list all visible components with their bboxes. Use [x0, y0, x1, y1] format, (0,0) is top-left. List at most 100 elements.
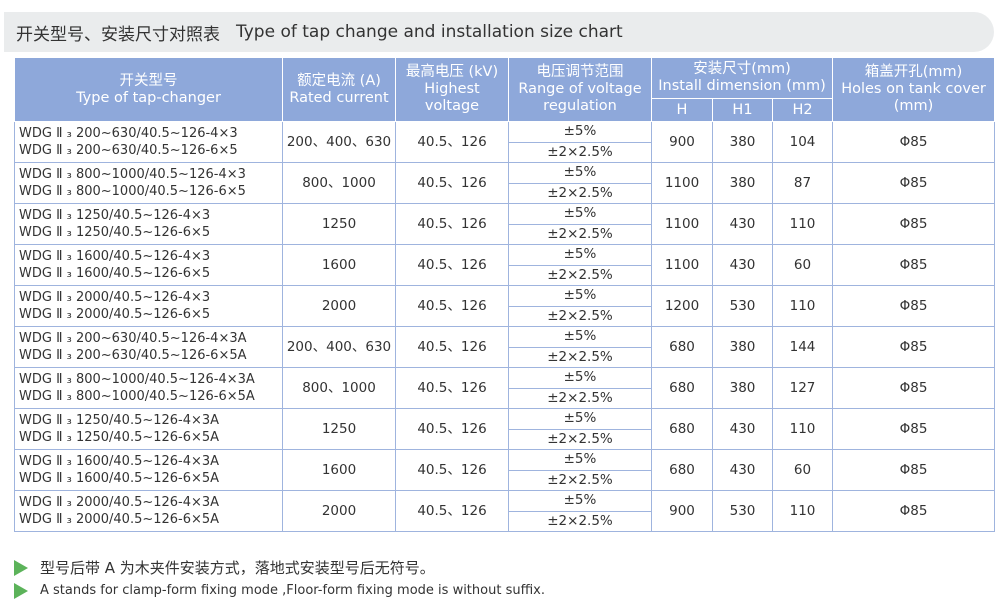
title-bar: 开关型号、安装尺寸对照表 Type of tap change and inst…: [4, 12, 994, 52]
header-line: 开关型号: [119, 72, 178, 89]
type-line: WDG Ⅱ ₃ 2000/40.5~126-4×3: [19, 290, 211, 305]
range-cell: ±5%: [508, 326, 652, 348]
current-cell: 1600: [282, 244, 396, 286]
header-cell: H2: [771, 98, 834, 122]
range-cell: ±2×2.5%: [508, 387, 652, 409]
header-line: Holes on tank cover: [841, 81, 986, 97]
range-cell: ±5%: [508, 408, 652, 430]
header-line: 箱盖开孔(mm): [864, 64, 963, 80]
table-row: WDG Ⅱ ₃ 1600/40.5~126-4×3A WDG Ⅱ ₃ 1600/4…: [14, 449, 996, 491]
header-cell: 电压调节范围 Range of voltage regulation: [508, 57, 652, 122]
dimension-cell: 680: [651, 326, 713, 368]
voltage-cell: 40.5、126: [395, 121, 509, 163]
dimension-cell: 530: [712, 285, 773, 327]
dimension-cell: 530: [712, 490, 773, 532]
type-line: WDG Ⅱ ₃ 800~1000/40.5~126-4×3A: [19, 372, 255, 387]
type-line: WDG Ⅱ ₃ 1600/40.5~126-4×3: [19, 249, 211, 264]
title-zh: 开关型号、安装尺寸对照表: [16, 24, 220, 45]
range-cell: ±2×2.5%: [508, 346, 652, 368]
voltage-cell: 40.5、126: [395, 162, 509, 204]
header-line: 额定电流 (A): [297, 72, 381, 89]
header-cell: 安装尺寸(mm) Install dimension (mm): [650, 57, 834, 99]
range-cell: ±5%: [508, 162, 652, 184]
holes-cell: Φ85: [832, 367, 996, 409]
title-en: Type of tap change and installation size…: [236, 22, 623, 42]
holes-cell: Φ85: [832, 244, 996, 286]
header-row: 开关型号 Type of tap-changer 额定电流 (A) Rated cur…: [14, 57, 996, 122]
range-cell: ±5%: [508, 449, 652, 471]
voltage-cell: 40.5、126: [395, 244, 509, 286]
header-line: regulation: [543, 98, 617, 114]
dimension-cell: 110: [771, 285, 834, 327]
header-cell: H1: [712, 98, 773, 122]
type-cell: WDG Ⅱ ₃ 200~630/40.5~126-4×3A WDG Ⅱ ₃ 200…: [14, 326, 283, 368]
type-line: WDG Ⅱ ₃ 200~630/40.5~126-4×3: [19, 126, 238, 141]
type-line: WDG Ⅱ ₃ 1250/40.5~126-4×3: [19, 208, 211, 223]
type-line: WDG Ⅱ ₃ 2000/40.5~126-6×5: [19, 307, 211, 322]
header-line: Range of voltage: [518, 81, 642, 97]
holes-cell: Φ85: [832, 408, 996, 450]
range-cell: ±2×2.5%: [508, 264, 652, 286]
dimension-cell: 104: [771, 121, 834, 163]
table-row: ±2×2.5%: [15, 510, 995, 532]
type-line: WDG Ⅱ ₃ 2000/40.5~126-6×5A: [19, 512, 220, 527]
bullet-icon: [14, 582, 28, 599]
table-row: ±2×2.5%: [15, 428, 995, 450]
header-line: 安装尺寸(mm): [693, 61, 791, 77]
current-cell: 1250: [282, 408, 396, 450]
header-cell: 最高电压 (kV) Highest voltage: [395, 57, 509, 122]
table-row: WDG Ⅱ ₃ 1250/40.5~126-4×3A WDG Ⅱ ₃ 1250/4…: [14, 408, 996, 450]
table-row: WDG Ⅱ ₃ 1600/40.5~126-4×3 WDG Ⅱ ₃ 1600/40…: [14, 244, 996, 286]
voltage-cell: 40.5、126: [395, 203, 509, 245]
header-line: Rated current: [289, 89, 389, 106]
type-line: WDG Ⅱ ₃ 2000/40.5~126-4×3A: [19, 495, 220, 510]
dimension-cell: 680: [651, 408, 713, 450]
holes-cell: Φ85: [832, 203, 996, 245]
dimension-cell: 1100: [651, 244, 713, 286]
current-cell: 1600: [282, 449, 396, 491]
header-cell: 开关型号 Type of tap-changer: [14, 57, 283, 122]
holes-cell: Φ85: [832, 162, 996, 204]
dimension-cell: 60: [771, 244, 834, 286]
dimension-cell: 110: [771, 408, 834, 450]
type-cell: WDG Ⅱ ₃ 1250/40.5~126-4×3A WDG Ⅱ ₃ 1250/4…: [14, 408, 283, 450]
dimension-cell: 430: [712, 244, 773, 286]
voltage-cell: 40.5、126: [395, 367, 509, 409]
bullet-icon: [14, 559, 28, 576]
dimension-cell: 110: [771, 490, 834, 532]
range-cell: ±5%: [508, 244, 652, 266]
dimension-cell: 1100: [651, 162, 713, 204]
header-cell: 额定电流 (A) Rated current: [282, 57, 396, 122]
dimension-cell: 144: [771, 326, 834, 368]
table-row: WDG Ⅱ ₃ 800~1000/40.5~126-4×3A WDG Ⅱ ₃ 80…: [14, 367, 996, 409]
range-cell: ±5%: [508, 203, 652, 225]
note-text: A stands for clamp-form fixing mode ,Flo…: [40, 583, 545, 598]
voltage-cell: 40.5、126: [395, 408, 509, 450]
holes-cell: Φ85: [832, 326, 996, 368]
range-cell: ±2×2.5%: [508, 428, 652, 450]
note: A stands for clamp-form fixing mode ,Flo…: [14, 579, 545, 602]
current-cell: 1250: [282, 203, 396, 245]
current-cell: 800、1000: [282, 367, 396, 409]
dimension-cell: 430: [712, 203, 773, 245]
holes-cell: Φ85: [832, 121, 996, 163]
table-row: WDG Ⅱ ₃ 2000/40.5~126-4×3A WDG Ⅱ ₃ 2000/4…: [14, 490, 996, 532]
note-text: 型号后带 A 为木夹件安装方式，落地式安装型号后无符号。: [40, 559, 435, 577]
header-line: Type of tap-changer: [76, 89, 221, 106]
table-row: WDG Ⅱ ₃ 200~630/40.5~126-4×3 WDG Ⅱ ₃ 200~…: [14, 121, 996, 163]
current-cell: 200、400、630: [282, 326, 396, 368]
range-cell: ±2×2.5%: [508, 469, 652, 491]
range-cell: ±2×2.5%: [508, 305, 652, 327]
type-line: WDG Ⅱ ₃ 800~1000/40.5~126-4×3: [19, 167, 246, 182]
note: 型号后带 A 为木夹件安装方式，落地式安装型号后无符号。: [14, 556, 545, 579]
table-row: WDG Ⅱ ₃ 800~1000/40.5~126-4×3 WDG Ⅱ ₃ 800…: [14, 162, 996, 204]
type-cell: WDG Ⅱ ₃ 2000/40.5~126-4×3A WDG Ⅱ ₃ 2000/4…: [14, 490, 283, 532]
dimension-cell: 900: [651, 121, 713, 163]
header-line: Highest: [424, 81, 480, 97]
dimension-cell: 127: [771, 367, 834, 409]
dimension-cell: 380: [712, 162, 773, 204]
type-line: WDG Ⅱ ₃ 1250/40.5~126-6×5A: [19, 430, 220, 445]
type-cell: WDG Ⅱ ₃ 200~630/40.5~126-4×3 WDG Ⅱ ₃ 200~…: [14, 121, 283, 163]
dimension-cell: 680: [651, 449, 713, 491]
